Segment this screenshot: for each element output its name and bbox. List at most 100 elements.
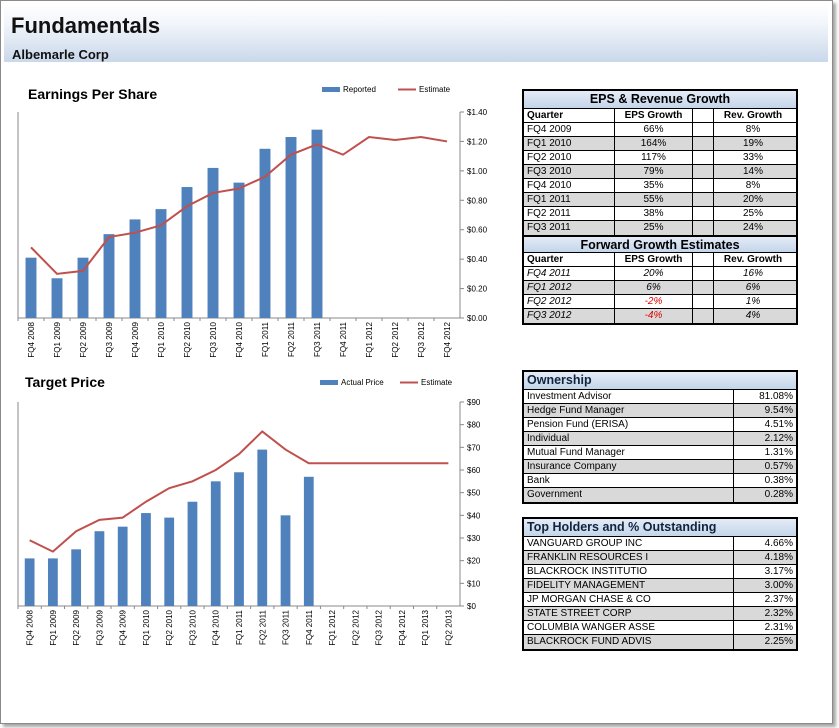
eps-growth-cell: 117%	[615, 151, 693, 164]
estimate-line	[30, 135, 448, 275]
chart-title: Target Price	[25, 374, 105, 390]
header-banner: Fundamentals Albemarle Corp	[4, 4, 828, 62]
percent-cell: 0.38%	[764, 475, 793, 486]
table-row: COLUMBIA WANGER ASSE 2.31%	[524, 621, 796, 635]
table-row: Hedge Fund Manager 9.54%	[524, 404, 796, 418]
x-tick-label: FQ3 2011	[313, 321, 322, 357]
y-tick-label: $90	[467, 398, 481, 407]
table-row: FQ3 2010 79% 14%	[524, 165, 796, 179]
table-row: Investment Advisor 81.08%	[524, 390, 796, 404]
quarter-cell: FQ3 2012	[524, 309, 615, 323]
y-tick-label: $80	[467, 421, 481, 430]
percent-cell: 3.17%	[764, 566, 793, 577]
spacer-cell	[693, 137, 714, 150]
holder-name-cell: FRANKLIN RESOURCES I	[524, 551, 734, 564]
holder-name-cell: COLUMBIA WANGER ASSE	[524, 621, 734, 634]
quarter-cell: FQ4 2011	[524, 267, 615, 280]
percent-cell: 4.66%	[764, 538, 793, 549]
x-tick-label: FQ3 2010	[188, 609, 197, 645]
y-tick-label: $0.00	[467, 314, 488, 323]
x-tick-label: FQ4 2012	[398, 609, 407, 645]
x-tick-label: FQ1 2009	[53, 321, 62, 357]
rev-growth-cell: 24%	[742, 222, 763, 233]
bar	[257, 449, 268, 606]
bar	[71, 549, 82, 606]
spacer-cell	[693, 165, 714, 178]
rev-growth-cell: 4%	[745, 310, 761, 321]
table-row: FQ4 2010 35% 8%	[524, 179, 796, 193]
x-tick-label: FQ2 2011	[287, 321, 296, 357]
legend-label: Estimate	[419, 85, 451, 94]
table-row: FQ2 2010 117% 33%	[524, 151, 796, 165]
estimate-line	[29, 430, 449, 553]
company-name: Albemarle Corp	[12, 47, 109, 62]
column-header: Rev. Growth	[723, 254, 783, 265]
table-row: VANGUARD GROUP INC 4.66%	[524, 537, 796, 551]
x-tick-label: FQ1 2011	[261, 321, 270, 357]
legend-swatch-bar	[322, 87, 340, 92]
quarter-cell: FQ3 2011	[524, 221, 615, 235]
x-tick-label: FQ2 2012	[391, 321, 400, 357]
x-tick-label: FQ2 2011	[258, 609, 267, 645]
y-tick-label: $30	[467, 534, 481, 543]
table-row: FQ4 2011 20% 16%	[524, 267, 796, 281]
quarter-cell: FQ1 2010	[524, 137, 615, 150]
spacer-cell	[693, 109, 714, 122]
holder-type-cell: Individual	[524, 432, 734, 445]
bar	[187, 501, 198, 606]
chart-title: Earnings Per Share	[28, 86, 157, 102]
holder-name-cell: BLACKROCK FUND ADVIS	[524, 635, 734, 649]
bar	[259, 148, 271, 318]
eps-revenue-growth-table: EPS & Revenue Growth Quarter EPS Growth …	[522, 89, 798, 325]
eps-growth-cell: -2%	[615, 295, 693, 308]
x-tick-label: FQ4 2009	[131, 321, 140, 357]
holder-name-cell: BLACKROCK INSTITUTIO	[524, 565, 734, 578]
holder-name-cell: STATE STREET CORP	[524, 607, 734, 620]
x-tick-label: FQ2 2012	[351, 609, 360, 645]
table-row: FIDELITY MANAGEMENT 3.00%	[524, 579, 796, 593]
percent-cell: 3.00%	[764, 580, 793, 591]
bar	[234, 472, 244, 606]
column-header-row: Quarter EPS Growth Rev. Growth	[524, 109, 796, 123]
x-tick-label: FQ1 2012	[328, 609, 337, 645]
quarter-cell: FQ1 2012	[524, 281, 615, 294]
bar	[141, 513, 151, 606]
quarter-cell: FQ1 2011	[524, 193, 615, 206]
eps-growth-cell: 79%	[615, 165, 693, 178]
percent-cell: 1.31%	[764, 447, 793, 458]
y-tick-label: $0	[467, 602, 476, 611]
bar	[210, 481, 221, 606]
y-tick-label: $70	[467, 443, 481, 452]
x-tick-label: FQ4 2010	[212, 609, 221, 645]
page-title: Fundamentals	[11, 13, 161, 38]
table-row: FQ1 2011 55% 20%	[524, 193, 796, 207]
rev-growth-cell: 25%	[742, 208, 763, 219]
rev-growth-cell: 8%	[745, 124, 761, 135]
legend-label: Estimate	[421, 378, 453, 387]
quarter-cell: FQ2 2011	[524, 207, 615, 220]
table-title: Ownership	[524, 372, 796, 390]
table-row: JP MORGAN CHASE & CO 2.37%	[524, 593, 796, 607]
percent-cell: 2.37%	[764, 594, 793, 605]
legend-swatch-bar	[320, 380, 338, 385]
table-row: Individual 2.12%	[524, 432, 796, 446]
rev-growth-cell: 19%	[742, 138, 763, 149]
eps-growth-cell: 6%	[615, 281, 693, 294]
spacer-cell	[693, 309, 714, 323]
holder-type-cell: Investment Advisor	[524, 390, 734, 403]
x-tick-label: FQ3 2012	[375, 609, 384, 645]
eps-chart: Earnings Per Share $0.00 $0.20 $0.40 $0.60 $0…	[8, 78, 508, 378]
rev-growth-cell: 14%	[742, 166, 763, 177]
column-header: EPS Growth	[615, 253, 693, 266]
spacer-cell	[693, 193, 714, 206]
holder-type-cell: Insurance Company	[524, 460, 734, 473]
table-row: FQ3 2012 -4% 4%	[524, 309, 796, 323]
column-header: Quarter	[524, 253, 615, 266]
quarter-cell: FQ3 2010	[524, 165, 615, 178]
y-tick-label: $0.80	[467, 196, 488, 205]
spacer-cell	[693, 151, 714, 164]
spacer-cell	[693, 267, 714, 280]
table-row: Pension Fund (ERISA) 4.51%	[524, 418, 796, 432]
percent-cell: 2.31%	[764, 622, 793, 633]
table-row: STATE STREET CORP 2.32%	[524, 607, 796, 621]
